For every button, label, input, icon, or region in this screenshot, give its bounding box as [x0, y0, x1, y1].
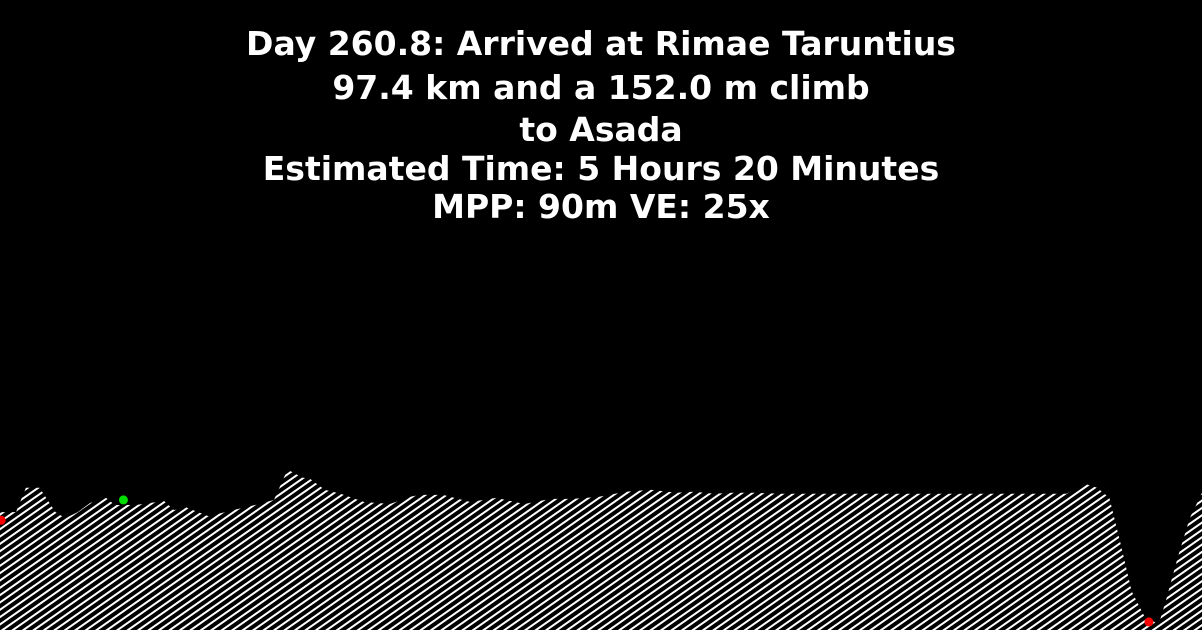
day-arrival-title: Day 260.8: Arrived at Rimae Taruntius	[246, 24, 956, 63]
start-marker	[0, 515, 6, 525]
waypoint-marker	[118, 495, 128, 505]
terrain-area	[0, 469, 1202, 630]
estimated-time-text: Estimated Time: 5 Hours 20 Minutes	[262, 149, 940, 188]
destination-text: to Asada	[519, 110, 683, 149]
distance-climb-text: 97.4 km and a 152.0 m climb	[332, 68, 870, 107]
scale-info-text: MPP: 90m VE: 25x	[432, 187, 770, 226]
route-summary-header: Day 260.8: Arrived at Rimae Taruntius 97…	[0, 22, 1202, 226]
end-marker	[1144, 617, 1154, 627]
